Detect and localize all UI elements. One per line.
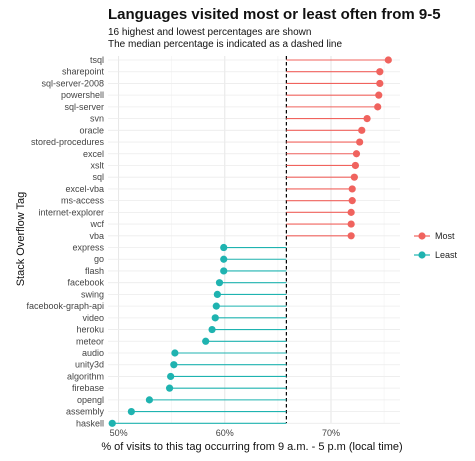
lollipop-point xyxy=(171,349,179,357)
lollipop-point xyxy=(347,220,355,228)
legend-label-least: Least xyxy=(435,250,458,260)
lollipop-point xyxy=(212,302,220,310)
lollipop-point xyxy=(352,150,361,158)
chart-title: Languages visited most or least often fr… xyxy=(108,6,441,23)
legend-label-most: Most xyxy=(435,231,455,241)
y-tick-label: excel-vba xyxy=(65,184,104,194)
y-tick-label: ms-access xyxy=(61,196,105,206)
y-tick-label: sql-server-2008 xyxy=(41,78,104,88)
y-tick-label: audio xyxy=(82,348,104,358)
x-tick-label: 70% xyxy=(322,428,340,438)
y-tick-label: facebook-graph-api xyxy=(26,301,104,311)
y-tick-label: assembly xyxy=(66,407,105,417)
lollipop-point xyxy=(347,232,355,240)
lollipop-point xyxy=(363,115,371,123)
y-tick-label: excel xyxy=(83,149,104,159)
y-tick-label: heroku xyxy=(76,325,104,335)
lollipop-point xyxy=(375,91,383,99)
x-axis-label: % of visits to this tag occurring from 9… xyxy=(101,441,402,453)
lollipop-point xyxy=(202,337,210,345)
lollipop-point xyxy=(213,290,221,298)
y-tick-label: internet-explorer xyxy=(38,207,104,217)
lollipop-point xyxy=(351,161,360,170)
y-axis-label: Stack Overflow Tag xyxy=(15,192,27,287)
y-tick-label: tsql xyxy=(90,55,104,65)
y-tick-label: powershell xyxy=(61,90,104,100)
x-tick-label: 60% xyxy=(216,428,234,438)
y-tick-label: video xyxy=(82,313,104,323)
lollipop-point xyxy=(348,185,356,193)
y-tick-label: meteor xyxy=(76,336,104,346)
y-tick-label: sql-server xyxy=(64,102,104,112)
lollipop-point xyxy=(376,79,384,88)
y-tick-label: sql xyxy=(92,172,104,182)
lollipop-point xyxy=(165,384,174,392)
legend-swatch-most xyxy=(418,232,426,240)
y-tick-label: firebase xyxy=(72,383,104,393)
lollipop-point xyxy=(220,267,228,275)
lollipop-point xyxy=(127,408,135,416)
y-tick-label: xslt xyxy=(91,160,105,170)
lollipop-point xyxy=(145,396,154,404)
y-tick-label: facebook xyxy=(67,278,104,288)
x-tick-label: 50% xyxy=(110,428,128,438)
x-tick-labels: 50% 60% 70% xyxy=(110,428,340,438)
chart-subtitle-line-1: 16 highest and lowest percentages are sh… xyxy=(108,27,311,38)
lollipop-point xyxy=(108,419,116,427)
y-tick-label: express xyxy=(72,243,104,253)
y-tick-label: go xyxy=(94,254,104,264)
lollipop-point xyxy=(384,56,392,64)
gridlines xyxy=(108,56,400,424)
lollipop-point xyxy=(358,126,366,134)
y-tick-label: wcf xyxy=(90,219,105,229)
y-tick-label: opengl xyxy=(77,395,104,405)
lollipop-point xyxy=(374,103,382,111)
lollipop-point xyxy=(376,68,384,76)
legend-swatch-least xyxy=(418,251,426,259)
lollipop-point xyxy=(215,279,224,287)
lollipop-point xyxy=(220,255,228,263)
lollipop-point xyxy=(348,197,356,205)
y-tick-label: haskell xyxy=(76,418,104,428)
lollipop-point xyxy=(220,243,228,252)
y-tick-label: oracle xyxy=(79,125,104,135)
data-marks xyxy=(108,56,392,427)
y-tick-label: svn xyxy=(90,114,104,124)
lollipop-point xyxy=(167,372,175,381)
y-tick-label: algorithm xyxy=(67,371,104,381)
y-tick-label: swing xyxy=(81,289,104,299)
lollipop-point xyxy=(170,361,178,369)
legend: Most Least xyxy=(414,231,458,260)
lollipop-point xyxy=(208,325,216,334)
lollipop-point xyxy=(350,173,358,181)
y-tick-label: flash xyxy=(85,266,104,276)
y-tick-label: stored-procedures xyxy=(31,137,105,147)
y-tick-label: vba xyxy=(89,231,104,241)
chart-subtitle-line-2: The median percentage is indicated as a … xyxy=(108,39,342,50)
y-tick-label: sharepoint xyxy=(62,67,105,77)
lollipop-point xyxy=(356,138,364,146)
lollipop-point xyxy=(347,208,355,216)
y-tick-label: unity3d xyxy=(75,360,104,370)
lollipop-point xyxy=(211,314,219,322)
